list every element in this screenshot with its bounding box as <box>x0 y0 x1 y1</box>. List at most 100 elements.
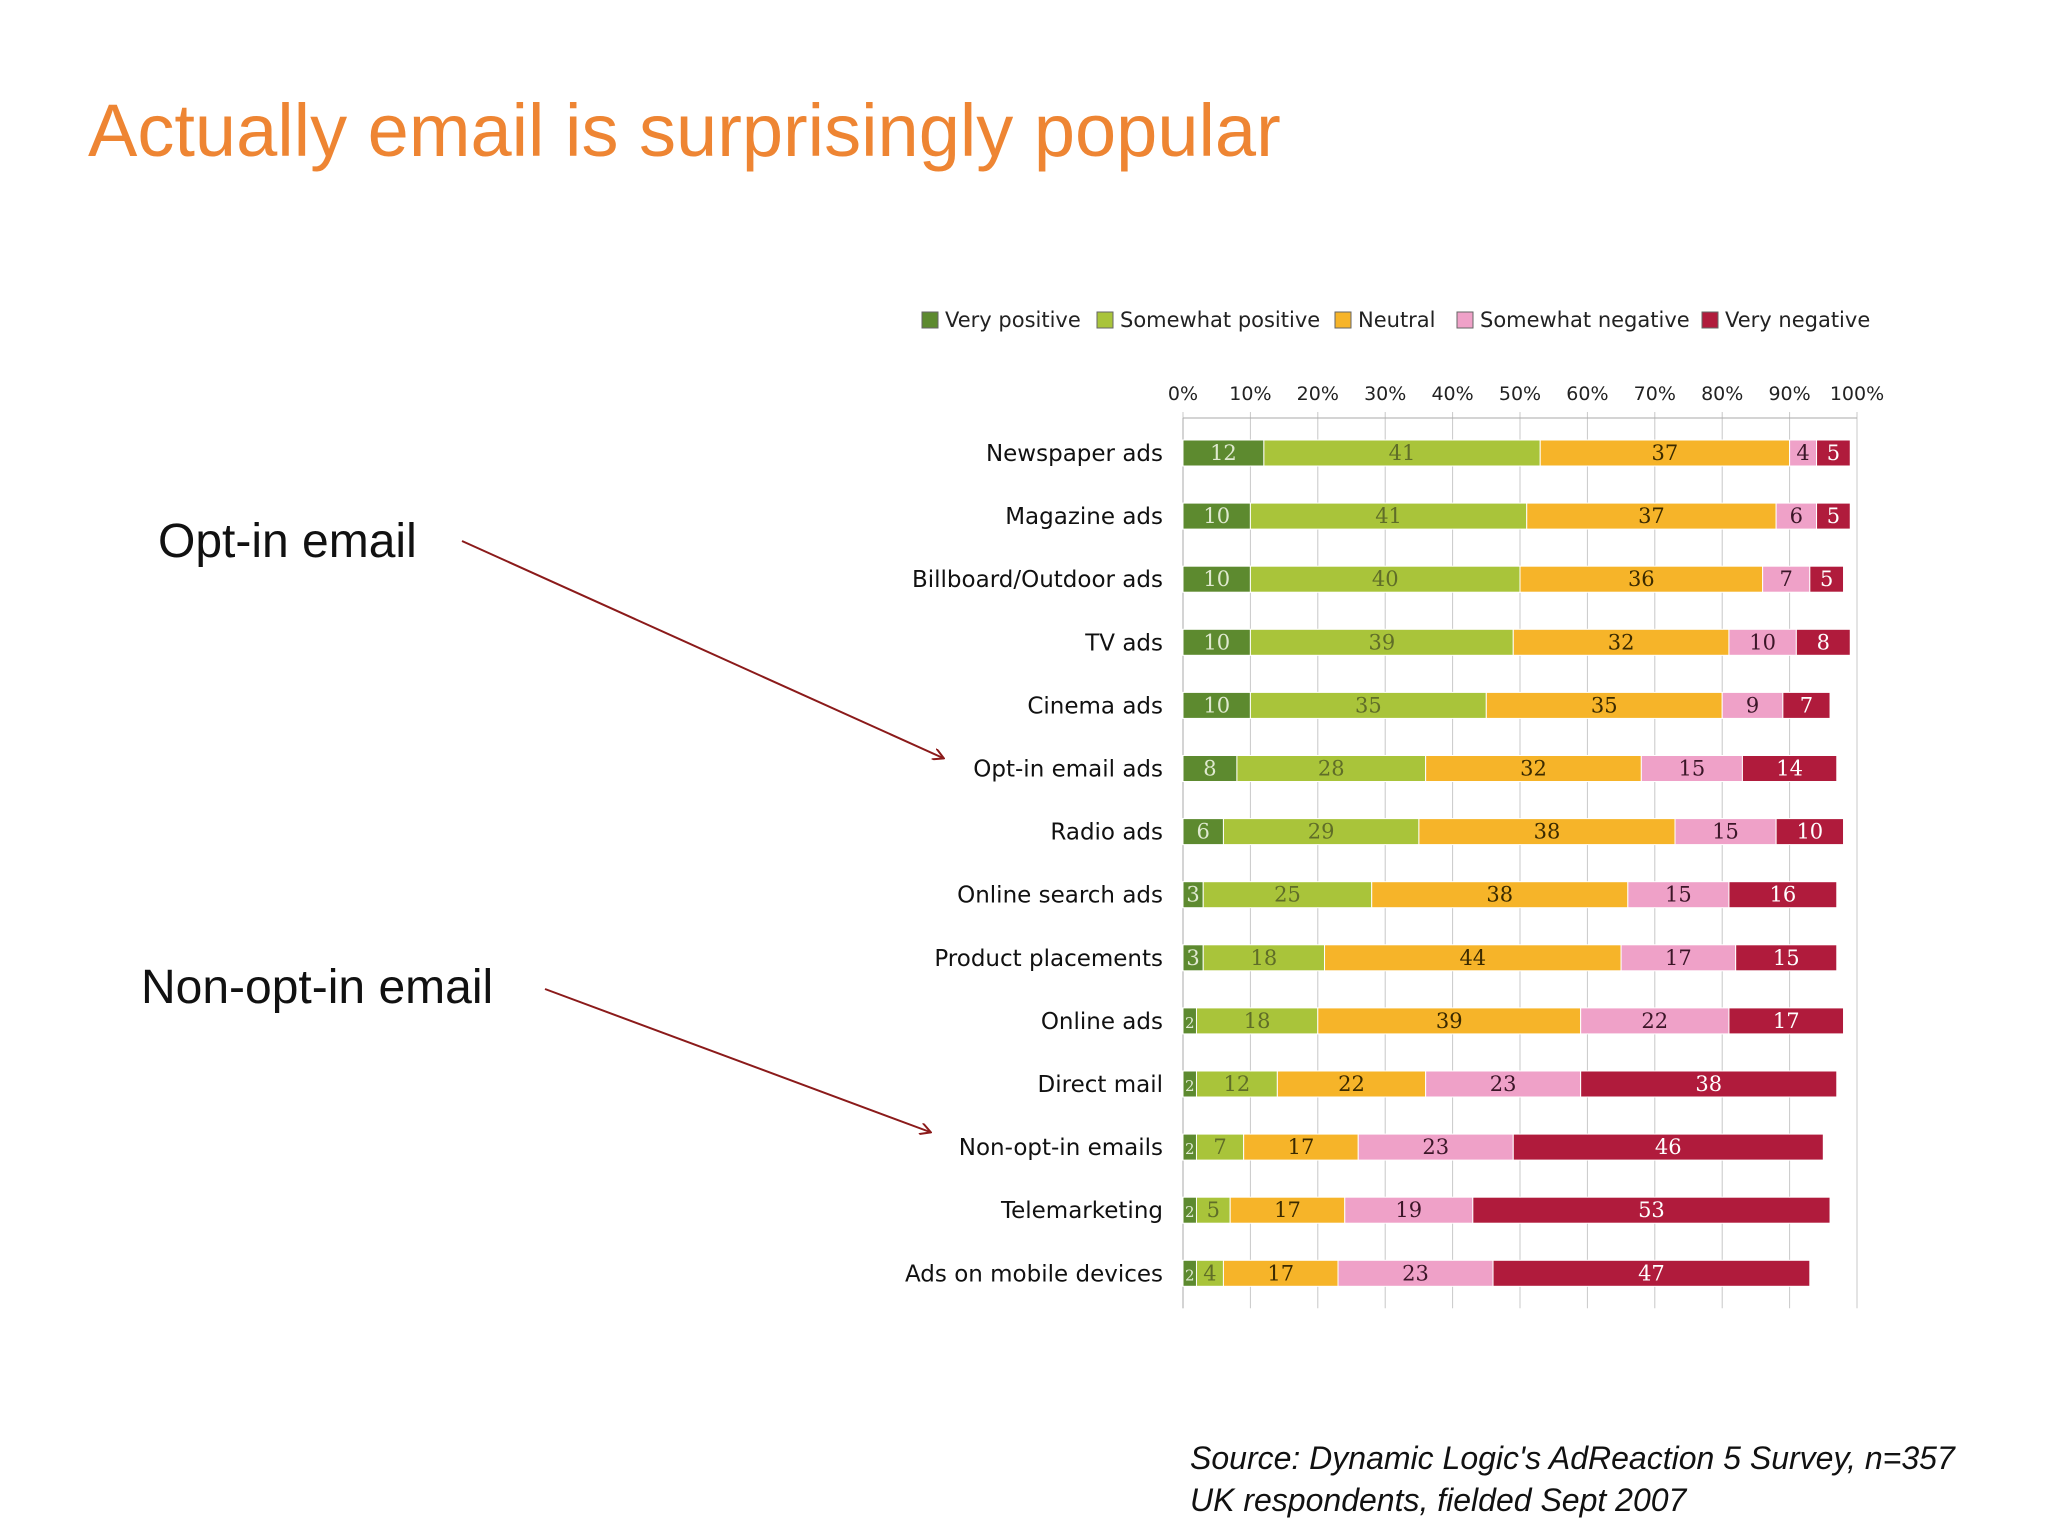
data-label: 16 <box>1769 883 1796 907</box>
bar-segment-somewhat-negative <box>1789 439 1818 467</box>
data-label: 15 <box>1773 946 1800 970</box>
bar-row-ads-on-mobile-devices: Ads on mobile devices 2 4 17 23 47 <box>905 1259 1811 1287</box>
arrow-non-opt-in-email <box>544 988 930 1132</box>
data-label: 22 <box>1338 1072 1365 1096</box>
x-tick-label: 10% <box>1229 383 1271 405</box>
legend-item-very-negative: Very negative <box>1701 308 1870 332</box>
data-label: 18 <box>1244 1009 1271 1033</box>
category-label: Online search ads <box>957 883 1163 909</box>
data-label: 12 <box>1210 441 1237 465</box>
source-line-2: UK respondents, fielded Sept 2007 <box>1190 1482 1687 1518</box>
data-label: 7 <box>1800 693 1813 717</box>
x-tick-label: 90% <box>1768 383 1810 405</box>
bar-row-tv-ads: TV ads 10 39 32 10 8 <box>1084 628 1851 656</box>
category-label: Ads on mobile devices <box>905 1261 1163 1287</box>
data-label: 46 <box>1655 1135 1682 1159</box>
x-tick-label: 70% <box>1634 383 1676 405</box>
bar-segment-somewhat-negative <box>1620 944 1737 972</box>
category-label: Billboard/Outdoor ads <box>912 567 1163 593</box>
legend-item-somewhat-negative: Somewhat negative <box>1456 308 1690 332</box>
data-label: 2 <box>1185 1077 1195 1095</box>
source-line-1: Source: Dynamic Logic's AdReaction 5 Sur… <box>1190 1440 1955 1476</box>
data-label: 22 <box>1641 1009 1668 1033</box>
data-label: 17 <box>1274 1198 1301 1222</box>
legend-label: Somewhat negative <box>1480 308 1690 332</box>
bar-segment-somewhat-positive <box>1202 944 1326 972</box>
legend-swatch <box>1334 311 1352 329</box>
data-label: 47 <box>1638 1261 1665 1285</box>
data-label: 18 <box>1251 946 1278 970</box>
data-label: 3 <box>1186 883 1199 907</box>
category-label: Cinema ads <box>1027 693 1163 719</box>
data-label: 23 <box>1490 1072 1517 1096</box>
bar-segment-very-negative <box>1795 628 1851 656</box>
x-tick-label: 80% <box>1701 383 1743 405</box>
bar-row-direct-mail: Direct mail 2 12 22 23 38 <box>1038 1070 1838 1098</box>
data-label: 17 <box>1773 1009 1800 1033</box>
data-label: 38 <box>1534 820 1561 844</box>
data-label: 7 <box>1780 567 1793 591</box>
bar-row-non-opt-in-emails: Non-opt-in emails 2 7 17 23 46 <box>959 1133 1824 1161</box>
x-tick-label: 20% <box>1297 383 1339 405</box>
data-label: 44 <box>1459 946 1486 970</box>
bar-segment-somewhat-positive <box>1222 818 1420 846</box>
bar-row-online-search-ads: Online search ads 3 25 38 15 16 <box>957 881 1838 909</box>
bar-segment-very-negative <box>1816 439 1851 467</box>
bar-segment-neutral <box>1371 881 1629 909</box>
bar-row-opt-in-email-ads: Opt-in email ads 8 28 32 15 14 <box>973 755 1838 783</box>
data-label: 39 <box>1368 630 1395 654</box>
data-label: 10 <box>1796 820 1823 844</box>
x-tick-label: 0% <box>1168 383 1198 405</box>
legend-swatch <box>1701 311 1719 329</box>
bar-segment-very-negative <box>1492 1259 1811 1287</box>
data-label: 15 <box>1665 883 1692 907</box>
legend-item-very-positive: Very positive <box>921 308 1081 332</box>
category-label: Non-opt-in emails <box>959 1135 1163 1161</box>
category-label: TV ads <box>1084 630 1163 656</box>
bar-segment-neutral <box>1526 502 1777 530</box>
bar-row-billboard-outdoor-ads: Billboard/Outdoor ads 10 40 36 7 5 <box>912 565 1845 593</box>
x-tick-label: 50% <box>1499 383 1541 405</box>
bar-segment-somewhat-negative <box>1674 818 1777 846</box>
data-label: 17 <box>1267 1261 1294 1285</box>
data-label: 10 <box>1203 693 1230 717</box>
bar-segment-somewhat-negative <box>1337 1259 1494 1287</box>
x-tick-label: 100% <box>1830 383 1884 405</box>
data-label: 4 <box>1203 1261 1216 1285</box>
data-label: 8 <box>1817 630 1830 654</box>
category-label: Magazine ads <box>1005 504 1163 530</box>
legend-swatch <box>921 311 939 329</box>
bar-segment-very-negative <box>1512 1133 1824 1161</box>
bar-segment-very-positive <box>1182 439 1265 467</box>
bar-segment-somewhat-positive <box>1195 1259 1224 1287</box>
bar-segment-neutral <box>1539 439 1791 467</box>
bar-segment-somewhat-negative <box>1425 1070 1582 1098</box>
data-label: 32 <box>1608 630 1635 654</box>
bar-segment-somewhat-positive <box>1263 439 1541 467</box>
bar-segment-neutral <box>1418 818 1676 846</box>
bar-segment-somewhat-positive <box>1195 1007 1319 1035</box>
data-label: 40 <box>1372 567 1399 591</box>
data-label: 12 <box>1224 1072 1251 1096</box>
bar-segment-somewhat-negative <box>1775 502 1818 530</box>
slide-title: Actually email is surprisingly popular <box>88 89 1281 172</box>
data-label: 23 <box>1422 1135 1449 1159</box>
bar-segment-neutral <box>1317 1007 1582 1035</box>
data-label: 2 <box>1185 1140 1195 1158</box>
data-label: 7 <box>1213 1135 1226 1159</box>
data-label: 23 <box>1402 1261 1429 1285</box>
legend-label: Somewhat positive <box>1120 308 1320 332</box>
data-label: 2 <box>1185 1203 1195 1221</box>
data-label: 14 <box>1776 757 1803 781</box>
category-label: Online ads <box>1041 1009 1163 1035</box>
arrow-opt-in-email <box>461 540 943 758</box>
bar-segment-somewhat-positive <box>1249 691 1487 719</box>
bar-segment-very-positive <box>1182 818 1224 846</box>
data-label: 35 <box>1591 693 1618 717</box>
bar-segment-somewhat-positive <box>1249 565 1521 593</box>
callout-non-opt-in-email: Non-opt-in email <box>141 961 494 1014</box>
data-label: 36 <box>1628 567 1655 591</box>
data-label: 29 <box>1308 820 1335 844</box>
data-label: 15 <box>1679 757 1706 781</box>
